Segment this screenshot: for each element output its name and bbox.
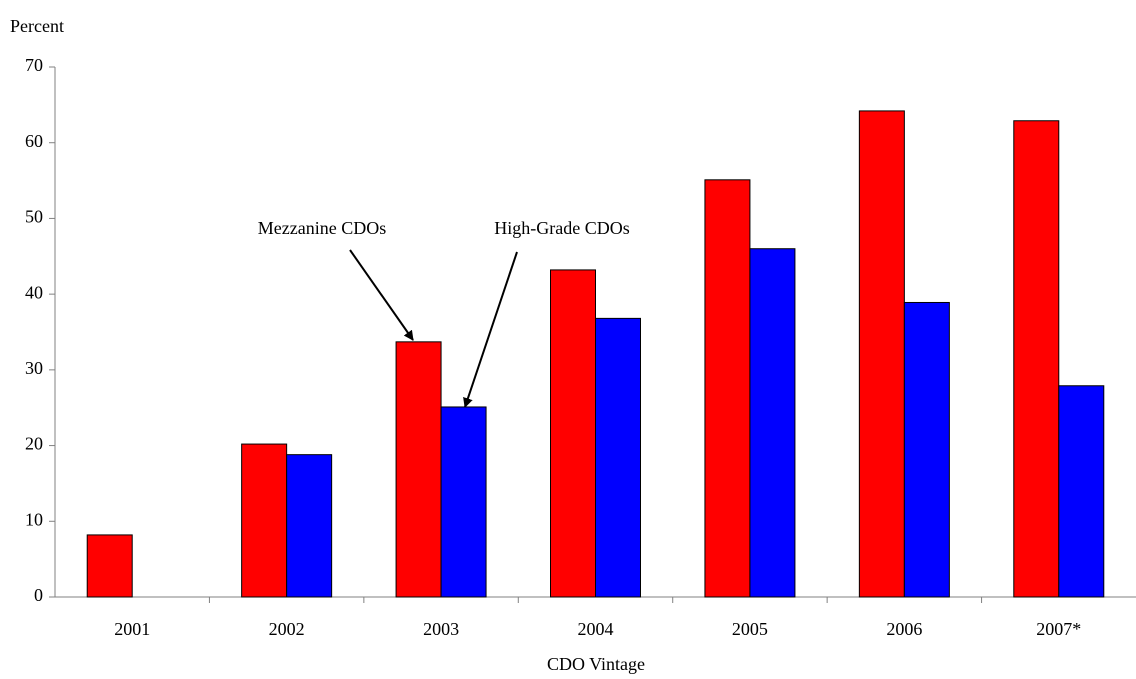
- x-tick-label: 2003: [423, 619, 459, 639]
- x-axis-label: CDO Vintage: [547, 654, 645, 674]
- y-tick-label: 20: [25, 434, 43, 454]
- bar: [86, 534, 133, 598]
- y-tick-label: 30: [25, 358, 43, 378]
- x-tick-label: 2004: [578, 619, 614, 639]
- x-tick-label: 2005: [732, 619, 768, 639]
- bar: [440, 406, 487, 598]
- bar: [595, 317, 641, 598]
- annotation: Mezzanine CDOs: [258, 218, 386, 238]
- bar: [704, 179, 751, 598]
- annotation-arrow: [463, 251, 518, 408]
- bar: [858, 110, 905, 598]
- x-tick-label: 2002: [269, 619, 305, 639]
- bar: [241, 443, 288, 598]
- y-tick-label: 10: [25, 509, 43, 529]
- bar: [1058, 385, 1105, 598]
- y-tick-label: 40: [25, 282, 43, 302]
- x-tick-label: 2007*: [1036, 619, 1081, 639]
- annotation: High-Grade CDOs: [494, 218, 629, 238]
- y-tick-label: 70: [25, 55, 43, 75]
- y-tick-label: 50: [25, 207, 43, 227]
- bar: [286, 454, 333, 598]
- bar: [395, 341, 442, 598]
- bar: [903, 301, 950, 598]
- bar: [1013, 120, 1060, 598]
- y-axis-label: Percent: [10, 16, 64, 36]
- x-tick-label: 2001: [114, 619, 150, 639]
- bar: [749, 248, 796, 598]
- y-tick-label: 60: [25, 131, 43, 151]
- bar: [550, 269, 596, 598]
- x-tick-label: 2006: [886, 619, 922, 639]
- annotation-arrow: [349, 249, 414, 341]
- y-tick-label: 0: [34, 585, 43, 605]
